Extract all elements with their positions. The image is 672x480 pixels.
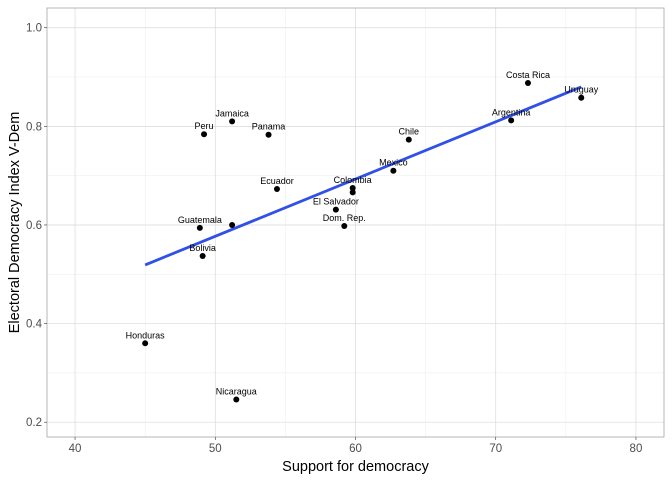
data-point xyxy=(524,79,531,86)
x-tick-label: 70 xyxy=(489,443,502,455)
data-point xyxy=(578,94,585,101)
y-tick-label: 0.6 xyxy=(26,220,42,232)
y-axis-title: Electoral Democracy Index V-Dem xyxy=(7,112,23,334)
data-point xyxy=(196,224,203,231)
data-point xyxy=(201,131,208,138)
axes: 40 50 60 70 80 0.2 0.4 0.6 0.8 1.0 xyxy=(26,7,665,455)
point-label: Dom. Rep. xyxy=(323,213,366,223)
y-tick-label: 0.4 xyxy=(26,319,43,331)
data-point xyxy=(229,118,236,125)
data-point xyxy=(233,396,240,403)
y-tick-label: 0.8 xyxy=(26,121,42,133)
points xyxy=(142,79,585,403)
point-label: Honduras xyxy=(126,330,166,340)
x-axis-title: Support for democracy xyxy=(282,459,429,475)
point-label: Panama xyxy=(252,122,286,132)
data-point xyxy=(390,167,397,174)
point-labels: Costa Rica Uruguay Argentina Chile Mexico Col… xyxy=(126,70,599,397)
point-label: Ecuador xyxy=(260,176,294,186)
point-label: Guatemala xyxy=(178,215,222,225)
point-label: Chile xyxy=(399,127,420,137)
point-label: El Salvador xyxy=(313,197,359,207)
grid xyxy=(47,8,664,437)
data-point xyxy=(349,189,356,196)
point-label: Colombia xyxy=(334,175,372,185)
data-point xyxy=(332,206,339,213)
x-tick-label: 40 xyxy=(69,443,82,455)
data-point xyxy=(199,253,206,260)
point-label: Costa Rica xyxy=(506,70,550,80)
fit-line xyxy=(144,85,582,267)
y-tick-label: 1.0 xyxy=(26,23,42,35)
point-label: Mexico xyxy=(379,158,408,168)
y-tick-label: 0.2 xyxy=(26,417,42,429)
data-point xyxy=(508,117,515,124)
x-tick-label: 80 xyxy=(630,443,643,455)
point-label: Uruguay xyxy=(564,85,599,95)
point-label: Peru xyxy=(195,121,214,131)
data-point xyxy=(273,185,280,192)
data-point xyxy=(405,136,412,143)
fit-line-group xyxy=(144,85,582,267)
point-label: Nicaragua xyxy=(216,387,257,397)
data-point xyxy=(142,340,149,347)
data-point xyxy=(349,184,356,191)
point-label: Jamaica xyxy=(215,108,249,118)
point-label: Argentina xyxy=(492,107,531,117)
x-tick-label: 50 xyxy=(209,443,222,455)
x-tick-label: 60 xyxy=(349,443,362,455)
point-label: Bolivia xyxy=(189,243,216,253)
data-point xyxy=(341,222,348,229)
data-point xyxy=(229,221,236,228)
data-point xyxy=(265,131,272,138)
